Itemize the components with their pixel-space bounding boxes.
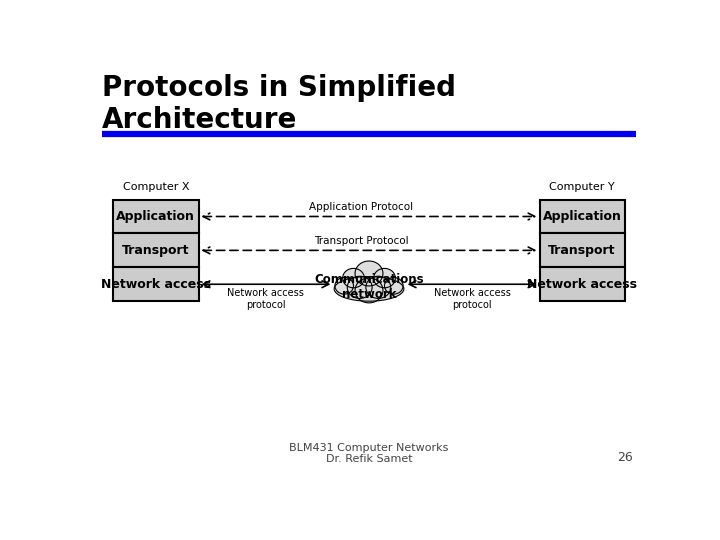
- Text: Transport: Transport: [549, 244, 616, 257]
- Text: Network access
protocol: Network access protocol: [228, 288, 305, 310]
- Text: Application: Application: [543, 210, 621, 223]
- FancyBboxPatch shape: [539, 200, 625, 233]
- Ellipse shape: [334, 276, 404, 301]
- Text: Application Protocol: Application Protocol: [309, 202, 413, 212]
- Text: Network access: Network access: [527, 278, 637, 291]
- Text: Computer Y: Computer Y: [549, 182, 615, 192]
- Text: Transport Protocol: Transport Protocol: [314, 236, 408, 246]
- FancyBboxPatch shape: [113, 200, 199, 233]
- Ellipse shape: [355, 278, 383, 303]
- FancyBboxPatch shape: [539, 267, 625, 301]
- Ellipse shape: [335, 278, 354, 294]
- Text: Computer X: Computer X: [122, 182, 189, 192]
- Text: Application: Application: [117, 210, 195, 223]
- Ellipse shape: [343, 268, 364, 288]
- Ellipse shape: [384, 278, 403, 294]
- Text: Communications
network: Communications network: [314, 273, 424, 301]
- FancyBboxPatch shape: [539, 233, 625, 267]
- Text: Network access: Network access: [101, 278, 211, 291]
- Ellipse shape: [366, 276, 391, 299]
- Ellipse shape: [347, 276, 372, 299]
- Text: 26: 26: [617, 451, 632, 464]
- Ellipse shape: [355, 261, 383, 286]
- Ellipse shape: [374, 268, 395, 288]
- FancyBboxPatch shape: [113, 233, 199, 267]
- Text: Protocols in Simplified
Architecture: Protocols in Simplified Architecture: [102, 74, 456, 134]
- Text: BLM431 Computer Networks
Dr. Refik Samet: BLM431 Computer Networks Dr. Refik Samet: [289, 443, 449, 464]
- Text: Transport: Transport: [122, 244, 189, 257]
- Text: Network access
protocol: Network access protocol: [433, 288, 510, 310]
- FancyBboxPatch shape: [113, 267, 199, 301]
